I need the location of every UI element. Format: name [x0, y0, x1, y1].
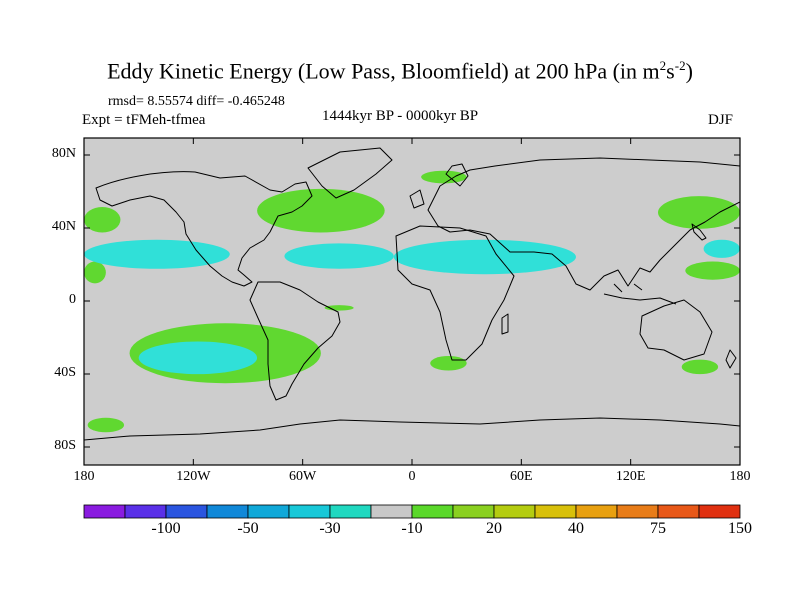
colorbar-swatch: [247, 504, 290, 519]
coastline-africa: [395, 225, 515, 361]
anomaly-antarctic-green: [87, 417, 125, 433]
lon-tick-label: 180: [73, 469, 95, 484]
lon-tick-label: 0: [408, 469, 416, 484]
colorbar-swatch: [616, 504, 659, 519]
lon-tick-label: 60W: [289, 469, 317, 484]
coastline-japan: [691, 223, 707, 241]
coastline-australia: [639, 299, 713, 361]
colorbar-swatch: [165, 504, 208, 519]
lat-tick-label: 80N: [51, 146, 76, 161]
anomaly-north-atlantic-green-west: [275, 192, 303, 208]
colorbar-swatch: [288, 504, 331, 519]
lon-tick-label: 60E: [510, 469, 533, 484]
lat-tick-label: 80S: [54, 438, 76, 453]
coastline-eurasia: [427, 157, 740, 291]
lon-tick-label: 180: [729, 469, 751, 484]
coastline-antarctica: [84, 417, 740, 441]
anomaly-north-pacific-east-green: [84, 207, 121, 233]
colorbar-label: 75: [650, 520, 666, 537]
colorbar-label: -50: [237, 520, 259, 537]
lat-tick-label: 40N: [51, 219, 76, 234]
map-background: [84, 138, 740, 465]
colorbar-label: -30: [319, 520, 341, 537]
experiment-label: Expt = tFMeh-tfmea: [82, 112, 206, 128]
anomaly-scandinavia-green: [421, 170, 467, 184]
anomaly-south-pacific-cyan: [138, 341, 258, 375]
coastline-north-america: [95, 171, 313, 287]
colorbar-swatch: [534, 504, 577, 519]
anomaly-north-atlantic-green: [257, 188, 385, 233]
anomaly-west-pacific-cyan: [703, 239, 740, 258]
colorbar-swatch: [452, 504, 495, 519]
colorbar-swatch: [83, 504, 126, 519]
period-label: 1444kyr BP - 0000kyr BP: [322, 108, 479, 124]
season-label: DJF: [708, 112, 734, 128]
lat-tick-label: 40S: [54, 365, 76, 380]
colorbar-swatch: [206, 504, 249, 519]
anomaly-subtropical-pacific-west-green: [685, 261, 740, 280]
coastline-new-zealand: [725, 349, 737, 369]
colorbar-label: -10: [401, 520, 423, 537]
coastline-madagascar: [501, 313, 509, 335]
coastline-greenland: [307, 147, 393, 199]
anomaly-subtropical-pacific-cyan: [84, 239, 230, 269]
coastline-british-isles: [409, 189, 425, 209]
lon-tick-label: 120W: [176, 469, 211, 484]
colorbar-label: 40: [568, 520, 584, 537]
anomaly-australia-east-green: [681, 359, 719, 375]
colorbar-swatch: [329, 504, 372, 519]
colorbar-swatch: [411, 504, 454, 519]
colorbar-label: -100: [151, 520, 181, 537]
colorbar-swatch: [493, 504, 536, 519]
colorbar-swatch: [124, 504, 167, 519]
anomaly-north-pacific-west-green: [658, 196, 740, 229]
colorbar-swatch: [370, 504, 413, 519]
coastline-indonesia: [603, 283, 677, 305]
anomaly-north-africa-cyan: [393, 239, 576, 275]
colorbar-label: 20: [486, 520, 502, 537]
colorbar-swatch: [698, 504, 741, 519]
colorbar-label: 150: [728, 520, 752, 537]
colorbar-swatch: [575, 504, 618, 519]
coastline-scandinavia: [445, 163, 469, 187]
plot-title: Eddy Kinetic Energy (Low Pass, Bloomfiel…: [107, 58, 693, 84]
anomaly-subtropical-pacific-east-green: [84, 261, 106, 284]
colorbar-swatch: [657, 504, 700, 519]
lat-tick-label: 0: [69, 292, 76, 307]
anomaly-subtropical-atlantic-cyan: [284, 243, 394, 269]
anomaly-south-africa-green: [430, 356, 467, 371]
rmsd-diff-stats: rmsd= 8.55574 diff= -0.465248: [108, 94, 285, 109]
coastline-south-america: [249, 281, 341, 401]
lon-tick-label: 120E: [615, 469, 646, 484]
